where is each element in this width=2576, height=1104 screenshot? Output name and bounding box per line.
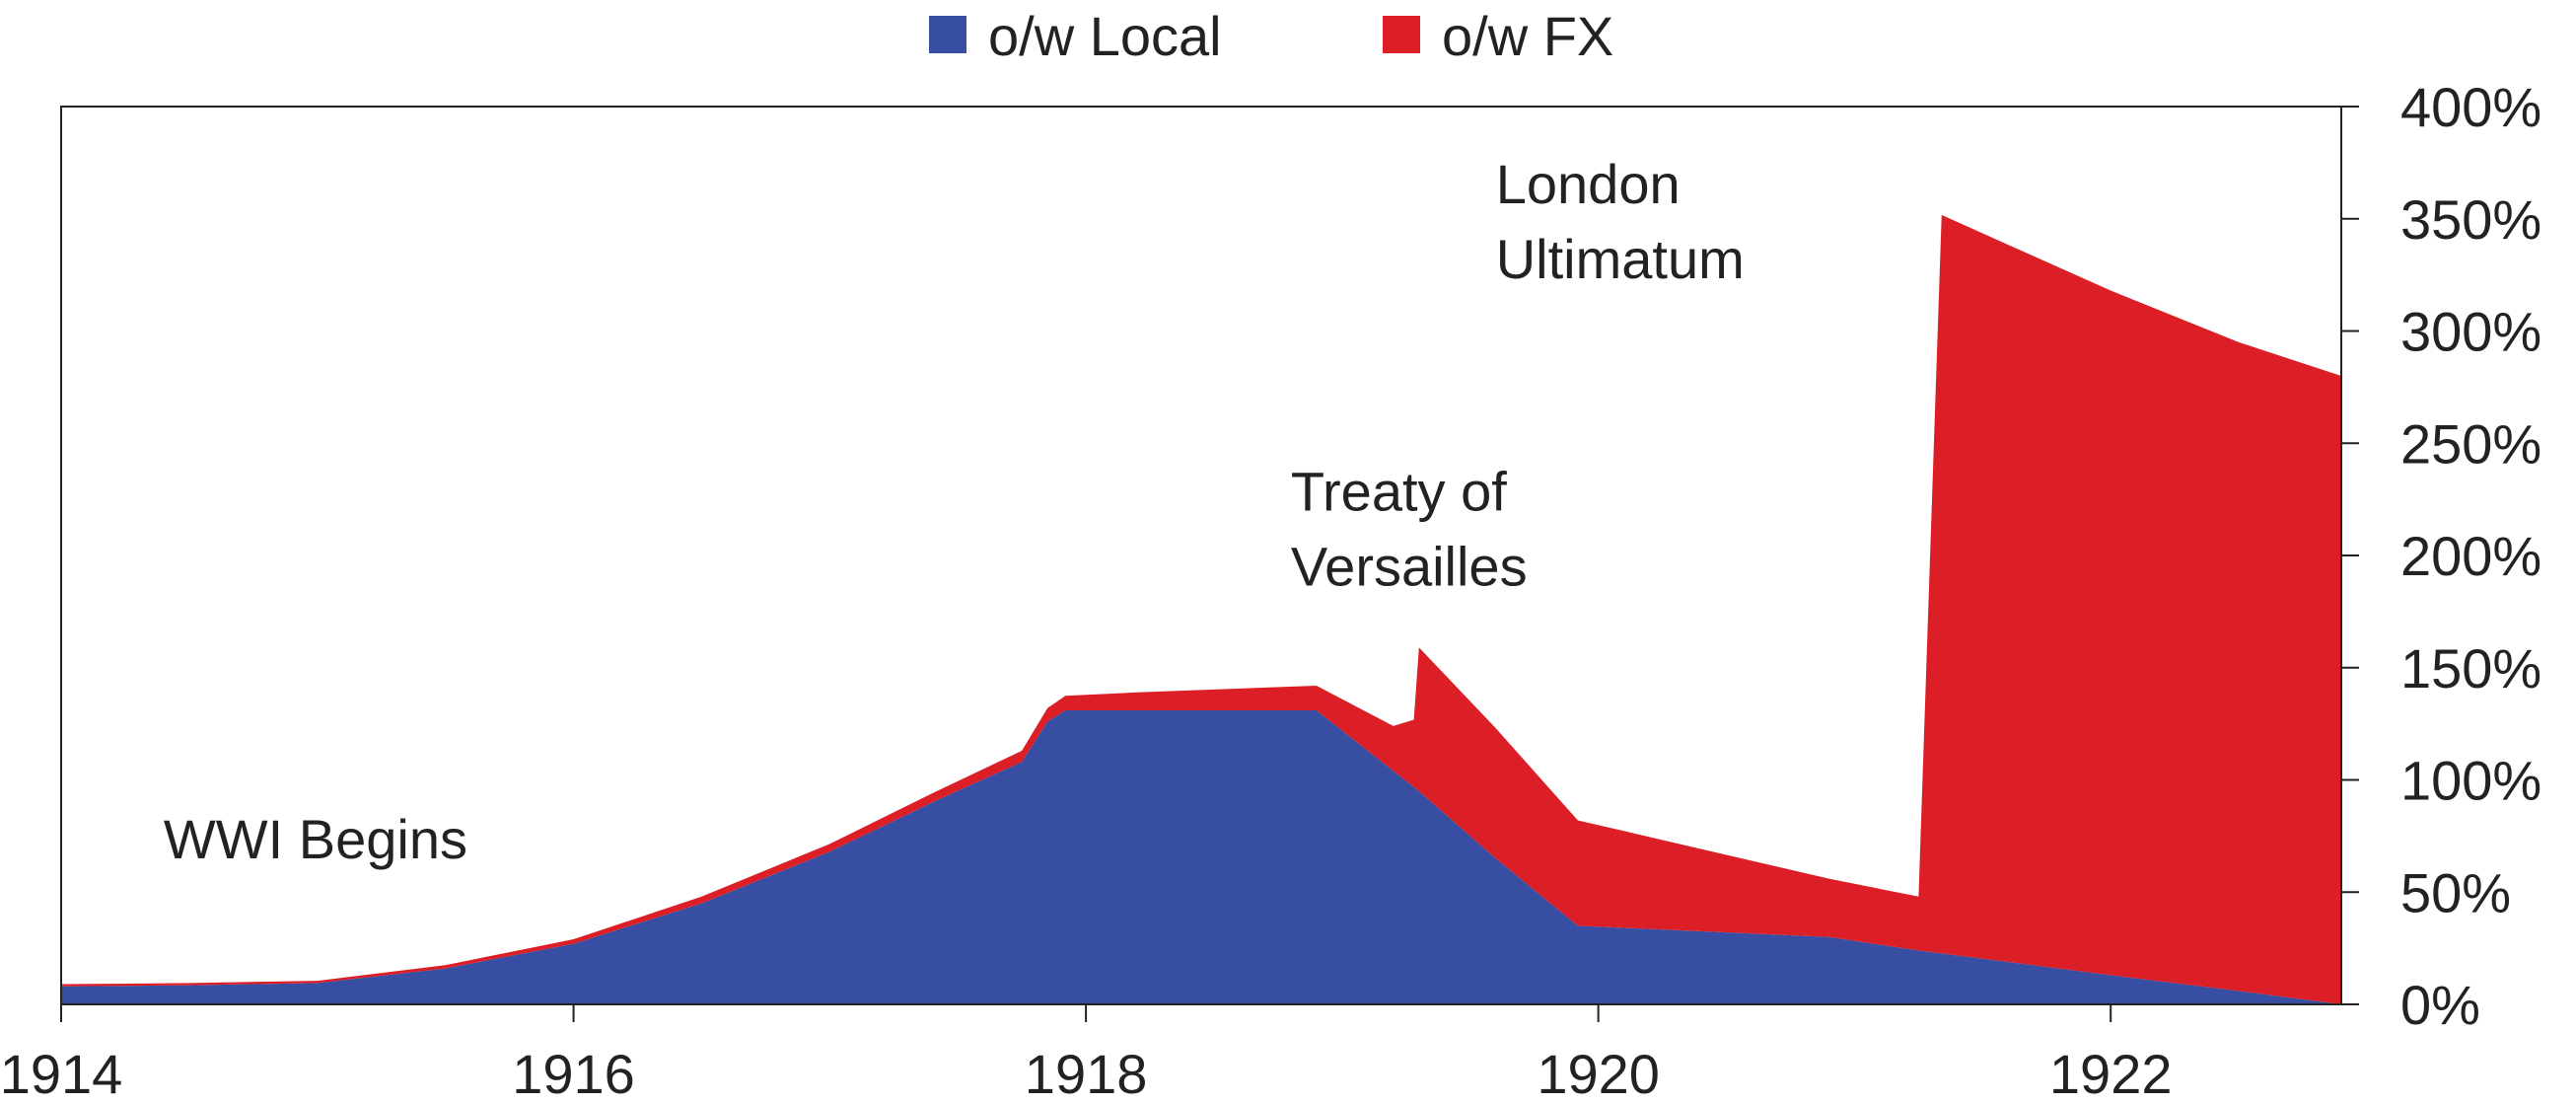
legend-swatch [1383,16,1420,53]
y-tick-label: 100% [2400,750,2541,812]
x-tick-label: 1914 [0,1043,122,1104]
annotation: WWI Begins [164,808,467,870]
annotations: WWI Begins Treaty of Versailles London Ultim… [164,153,1745,870]
x-tick-label: 1920 [1537,1043,1660,1104]
x-tick-label: 1922 [2049,1043,2173,1104]
annotation: London Ultimatum [1496,153,1745,290]
series-area-fx [61,214,2341,1004]
annotation: Treaty of Versailles [1291,461,1528,598]
y-tick-label: 150% [2400,637,2541,699]
series-area-local [61,709,2341,1004]
y-tick-label: 400% [2400,76,2541,138]
x-tick-label: 1918 [1025,1043,1148,1104]
y-tick-label: 250% [2400,412,2541,475]
axes: 1914 1916 1918 1920 1922 0% 50% 100% 150% 200% 250… [0,76,2541,1104]
y-tick-label: 200% [2400,525,2541,587]
legend-label: o/w FX [1442,5,1613,67]
y-tick-label: 0% [2400,974,2480,1036]
y-tick-label: 350% [2400,188,2541,251]
y-tick-label: 300% [2400,301,2541,363]
y-tick-label: 50% [2400,861,2511,923]
legend-item: o/w Local [929,5,1222,67]
legend: o/w Local o/w FX [929,5,1613,67]
legend-swatch [929,16,966,53]
plot-area [61,214,2341,1004]
legend-item: o/w FX [1383,5,1613,67]
legend-label: o/w Local [988,5,1222,67]
x-tick-label: 1916 [512,1043,635,1104]
